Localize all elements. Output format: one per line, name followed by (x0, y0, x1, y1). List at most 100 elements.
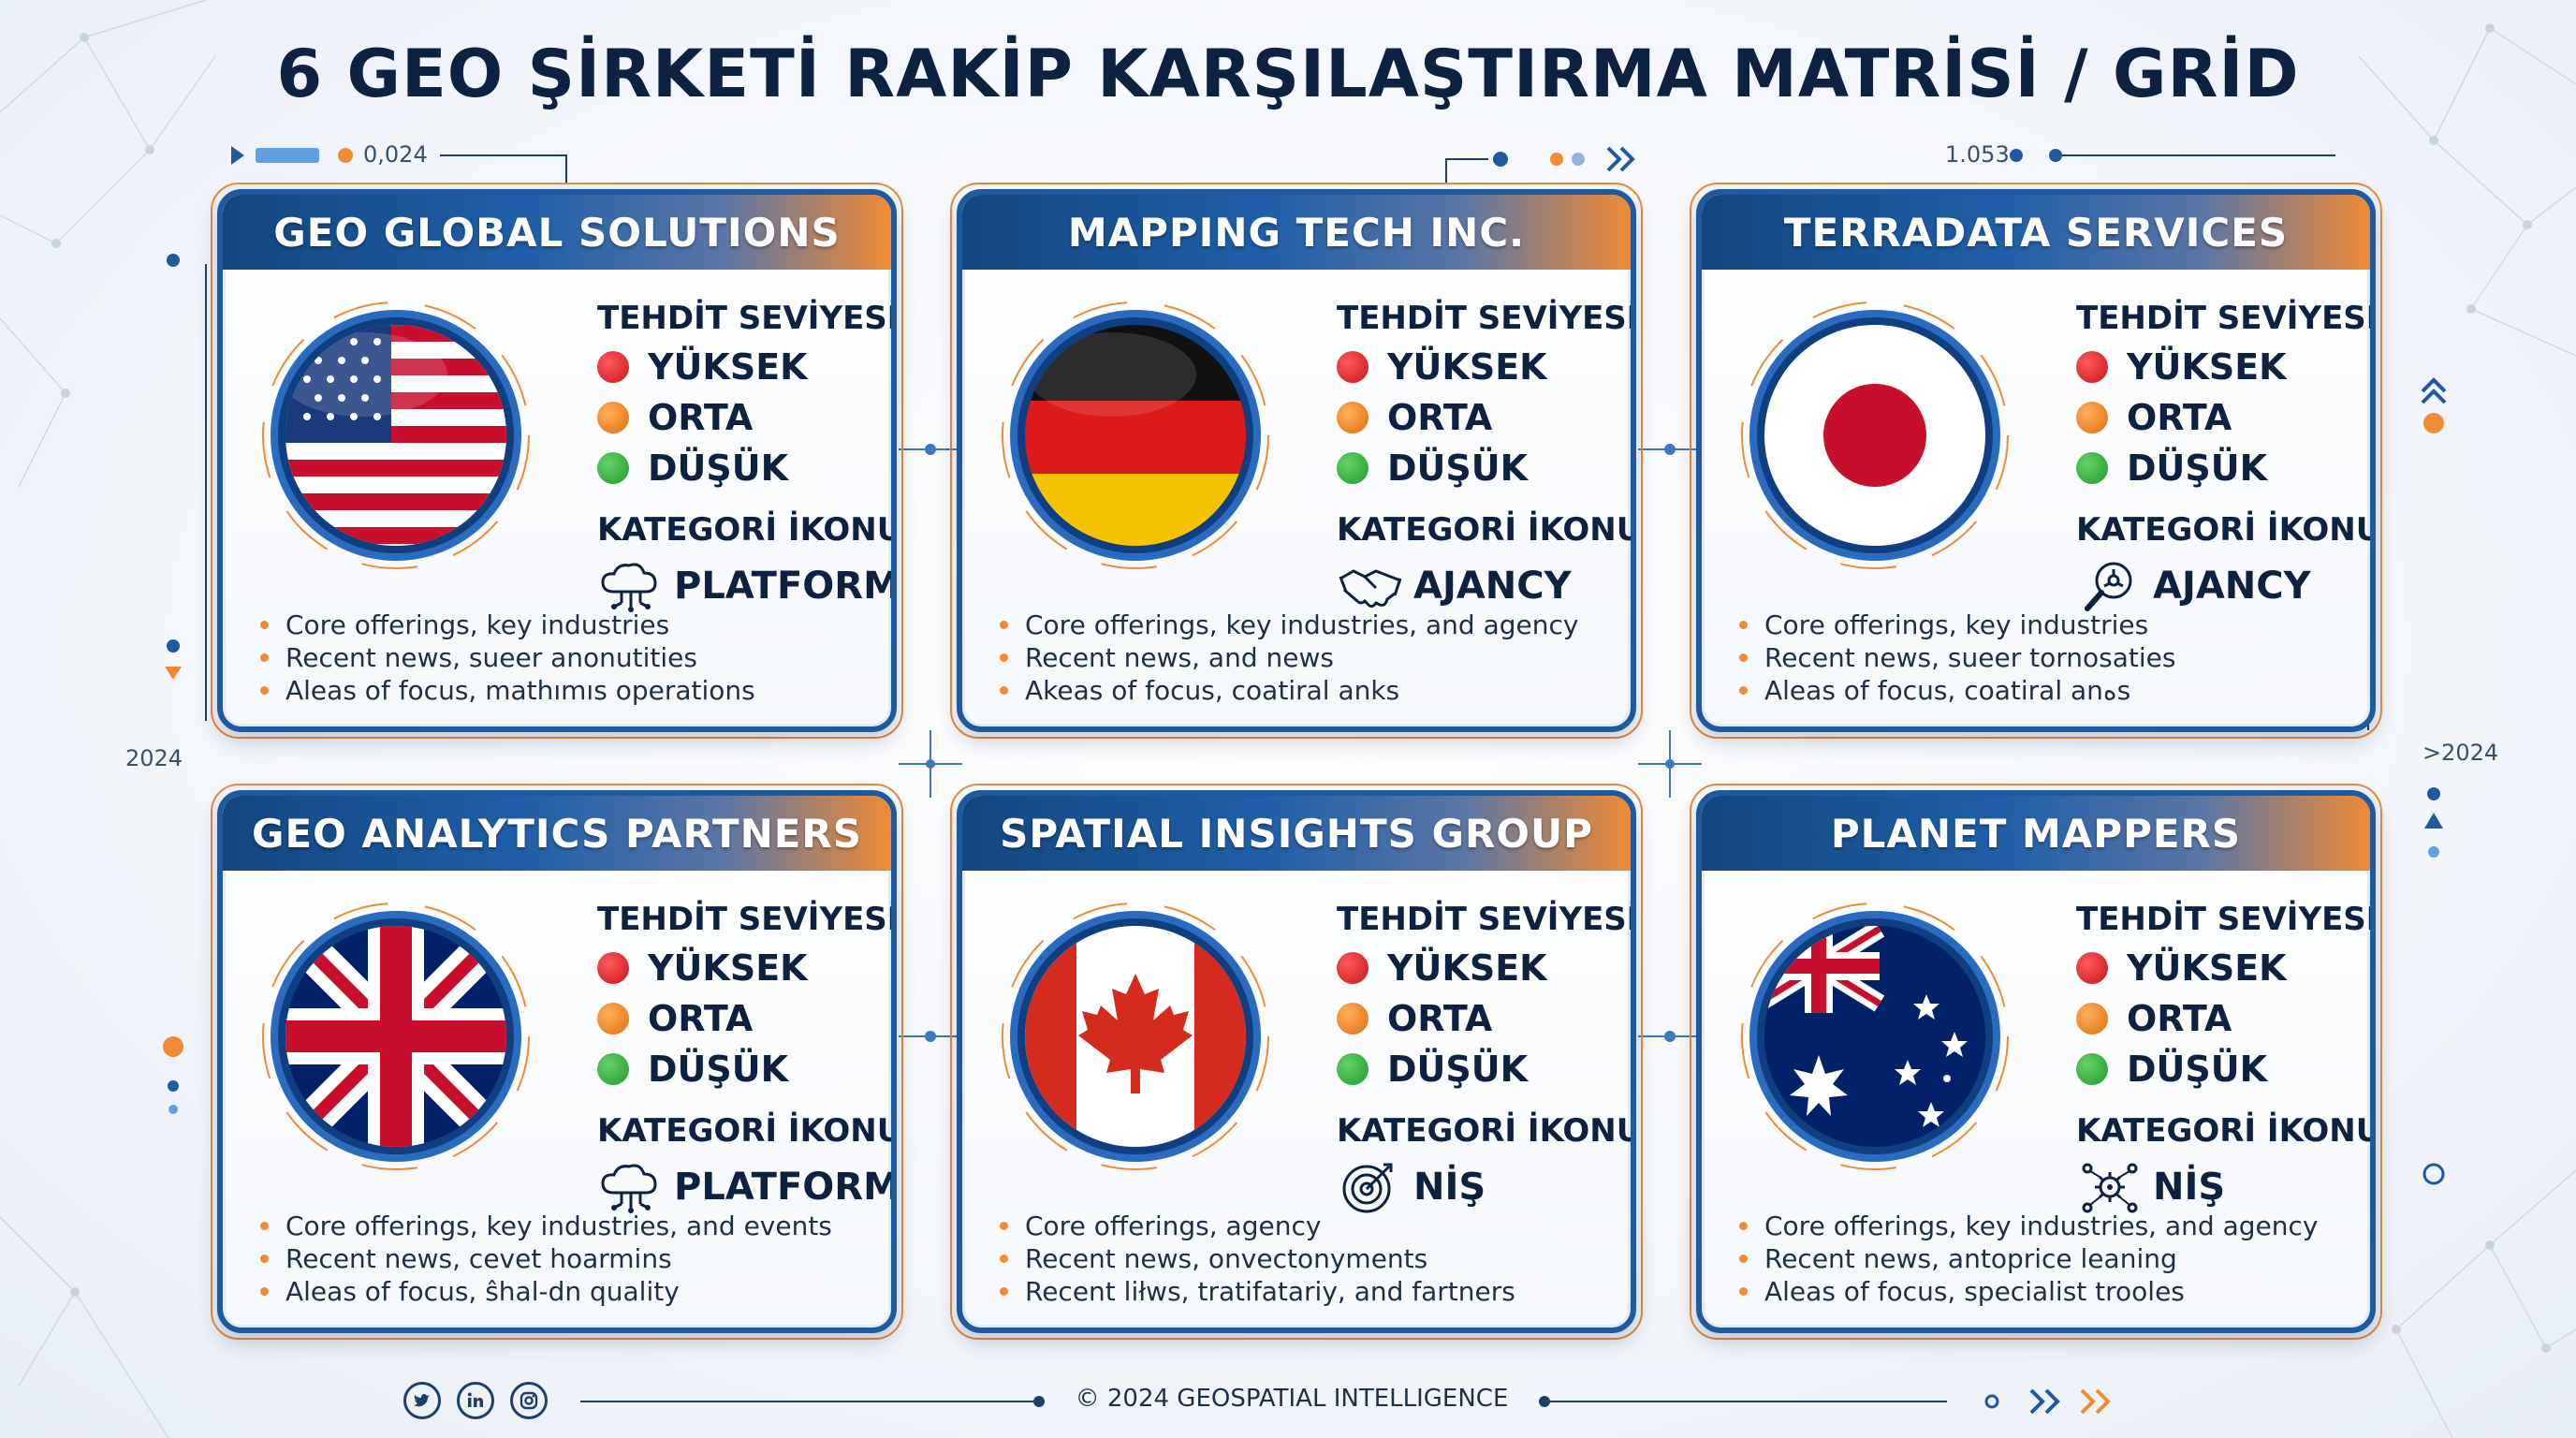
card-outline (1690, 183, 2382, 739)
australia-flag (1739, 901, 2011, 1172)
bullet-list: Core offerings, key industries, and agen… (1000, 609, 1627, 707)
list-item: Core offerings, key industries (1739, 609, 2366, 641)
orange-dot-icon (2076, 1003, 2108, 1034)
category-heading: KATEGORİ İKONU (1337, 1112, 1636, 1150)
red-dot-icon (2076, 952, 2108, 984)
company-card-2[interactable]: TERRADATA SERVICES TEHDİT SEVİYESİ YÜKSE… (1696, 189, 2376, 732)
threat-medium-label: ORTA (2127, 998, 2232, 1039)
list-item: Recent news, sueer anonutities (260, 641, 887, 674)
company-card-3[interactable]: GEO ANALYTICS PARTNERS TEHDİT SEVİYESİ Y… (217, 790, 897, 1333)
card-outline (211, 784, 903, 1340)
threat-level-heading: TEHDİT SEVİYESİ (2076, 300, 2376, 337)
category-heading: KATEGORİ İKONU (2076, 511, 2376, 549)
threat-level-heading: TEHDİT SEVİYESİ (597, 300, 897, 337)
category-heading: KATEGORİ İKONU (2076, 1112, 2376, 1150)
instagram-icon[interactable] (510, 1382, 548, 1419)
company-card-0[interactable]: GEO GLOBAL SOLUTIONS (217, 189, 897, 732)
company-name: GEO GLOBAL SOLUTIONS (273, 209, 841, 256)
card-outline (950, 784, 1643, 1340)
list-item: Recent news, onvectonyments (1000, 1242, 1627, 1275)
list-item: Akeas of focus, coatiral anks (1000, 674, 1627, 707)
list-item: Recent news, cevet hoarmins (260, 1242, 887, 1275)
threat-low-label: DÜŞÜK (2127, 448, 2268, 489)
list-item: Recent news, sueer tornosaties (1739, 641, 2366, 674)
card-header: GEO GLOBAL SOLUTIONS (223, 195, 891, 270)
green-dot-icon (597, 452, 629, 484)
threat-high-label: YÜKSEK (2127, 947, 2287, 989)
germany-flag (1000, 300, 1271, 571)
category-heading: KATEGORİ İKONU (597, 511, 897, 549)
network-gear-icon (2082, 1163, 2138, 1213)
japan-flag (1739, 300, 2011, 571)
red-dot-icon (1337, 351, 1368, 383)
threat-medium-label: ORTA (1387, 998, 1493, 1039)
twitter-icon[interactable] (403, 1382, 441, 1419)
green-dot-icon (597, 1053, 629, 1085)
list-item: Recent news, antoprice leaning (1739, 1242, 2366, 1275)
company-name: PLANET MAPPERS (1830, 810, 2242, 857)
threat-high-label: YÜKSEK (1387, 346, 1547, 388)
bullet-list: Core offerings, key industries, and agen… (1739, 1210, 2366, 1308)
category-heading: KATEGORİ İKONU (1337, 511, 1636, 549)
threat-level-heading: TEHDİT SEVİYESİ (1337, 901, 1636, 938)
company-name: TERRADATA SERVICES (1783, 209, 2289, 256)
orange-dot-icon (597, 402, 629, 433)
list-item: Recent liłws, tratifatariy, and fartners (1000, 1275, 1627, 1308)
company-card-4[interactable]: SPATIAL INSIGHTS GROUP TEHDİT SEVİYESİ Y… (957, 790, 1636, 1333)
card-header: SPATIAL INSIGHTS GROUP (962, 796, 1631, 871)
company-card-1[interactable]: MAPPING TECH INC. TEHDİT SEVİYESİ YÜKSEK… (957, 189, 1636, 732)
category-label: NİŞ (2153, 1166, 2226, 1209)
list-item: Aleas of focus, mathımıs operations (260, 674, 887, 707)
list-item: Core offerings, key industries, and even… (260, 1210, 887, 1242)
threat-high-label: YÜKSEK (648, 947, 808, 989)
company-name: GEO ANALYTICS PARTNERS (252, 810, 862, 857)
threat-medium-label: ORTA (2127, 397, 2232, 438)
threat-high-label: YÜKSEK (648, 346, 808, 388)
magnifier-icon (2085, 562, 2132, 611)
threat-level-heading: TEHDİT SEVİYESİ (597, 901, 897, 938)
usa-flag (260, 300, 532, 571)
target-icon (1342, 1163, 1393, 1213)
right-year-label: >2024 (2422, 740, 2499, 766)
list-item: Core offerings, agency (1000, 1210, 1627, 1242)
left-year-label: 2024 (125, 745, 183, 771)
bullet-list: Core offerings, agency Recent news, onve… (1000, 1210, 1627, 1308)
bullet-list: Core offerings, key industries, and even… (260, 1210, 887, 1308)
category-label: PLATFORM (674, 565, 897, 608)
threat-level-heading: TEHDİT SEVİYESİ (2076, 901, 2376, 938)
linkedin-icon[interactable] (457, 1382, 494, 1419)
list-item: Recent news, and news (1000, 641, 1627, 674)
card-header: GEO ANALYTICS PARTNERS (223, 796, 891, 871)
canada-flag (1000, 901, 1271, 1172)
list-item: Core offerings, key industries, and agen… (1000, 609, 1627, 641)
threat-low-label: DÜŞÜK (1387, 448, 1529, 489)
category-heading: KATEGORİ İKONU (597, 1112, 897, 1150)
threat-medium-label: ORTA (648, 998, 754, 1039)
threat-high-label: YÜKSEK (2127, 346, 2287, 388)
handshake-icon (1339, 569, 1402, 609)
green-dot-icon (2076, 452, 2108, 484)
threat-low-label: DÜŞÜK (648, 1049, 789, 1090)
red-dot-icon (597, 952, 629, 984)
threat-high-label: YÜKSEK (1387, 947, 1547, 989)
company-name: MAPPING TECH INC. (1067, 209, 1526, 256)
card-outline (1690, 784, 2382, 1340)
green-dot-icon (1337, 1053, 1368, 1085)
threat-low-label: DÜŞÜK (648, 448, 789, 489)
threat-medium-label: ORTA (648, 397, 754, 438)
green-dot-icon (2076, 1053, 2108, 1085)
red-dot-icon (2076, 351, 2108, 383)
bullet-list: Core offerings, key industries Recent ne… (260, 609, 887, 707)
orange-dot-icon (1337, 1003, 1368, 1034)
card-header: PLANET MAPPERS (1702, 796, 2370, 871)
threat-low-label: DÜŞÜK (2127, 1049, 2268, 1090)
top-left-value: 0,024 (363, 141, 428, 168)
bullet-list: Core offerings, key industries Recent ne… (1739, 609, 2366, 707)
company-name: SPATIAL INSIGHTS GROUP (1000, 810, 1593, 857)
category-label: PLATFORM (674, 1166, 897, 1209)
red-dot-icon (597, 351, 629, 383)
company-card-5[interactable]: PLANET MAPPERS (1696, 790, 2376, 1333)
uk-flag (260, 901, 532, 1172)
footer-copyright: © 2024 GEOSPATIAL INTELLIGENCE (1075, 1385, 1509, 1413)
